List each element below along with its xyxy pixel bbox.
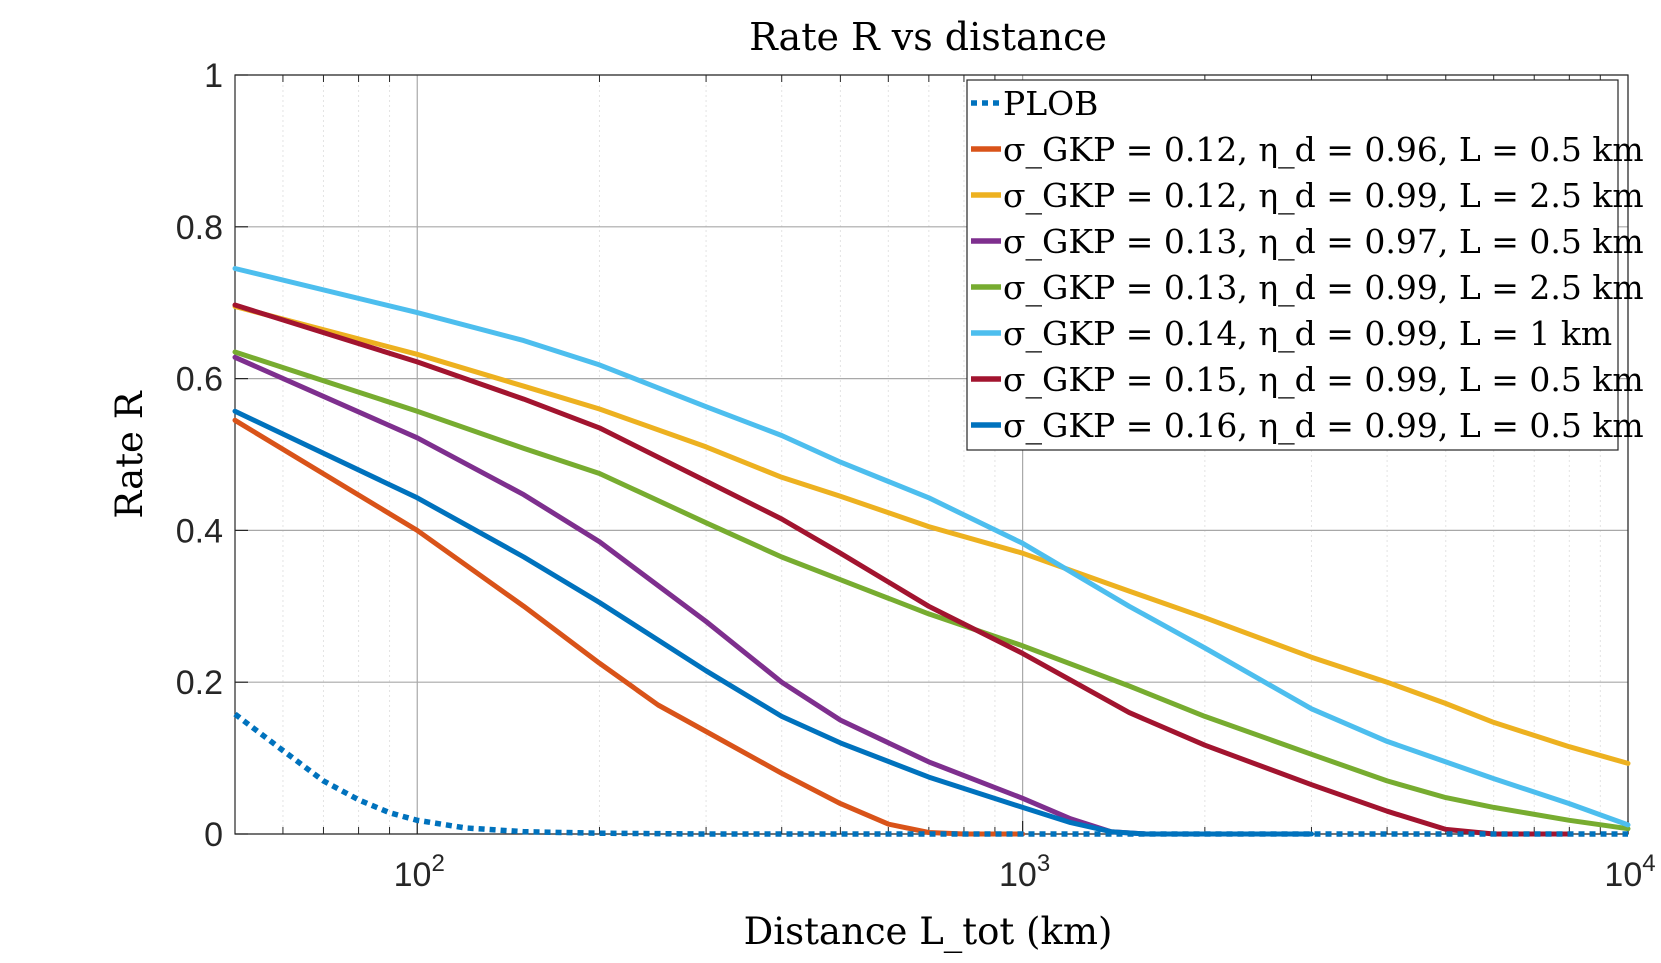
series-line-3 <box>232 354 1149 837</box>
series-line-6 <box>232 302 1572 837</box>
y-tick-label: 0.4 <box>176 512 223 550</box>
legend-label-7: σ_GKP = 0.16, η_d = 0.99, L = 0.5 km <box>1003 406 1644 446</box>
legend-label-5: σ_GKP = 0.14, η_d = 0.99, L = 1 km <box>1003 314 1612 354</box>
y-tick-label: 0.6 <box>176 361 223 399</box>
y-tick-label: 0.2 <box>176 664 223 702</box>
legend-label-6: σ_GKP = 0.15, η_d = 0.99, L = 0.5 km <box>1003 360 1644 400</box>
x-tick-label: 103 <box>999 850 1050 894</box>
x-tick-label: 102 <box>394 850 445 894</box>
y-tick-label: 0 <box>204 816 223 854</box>
legend-label-1: σ_GKP = 0.12, η_d = 0.96, L = 0.5 km <box>1003 130 1644 170</box>
legend-box <box>966 79 1619 451</box>
legend-label-3: σ_GKP = 0.13, η_d = 0.97, L = 0.5 km <box>1003 222 1644 262</box>
series-line-0 <box>233 711 1628 837</box>
series-line-2 <box>232 304 1631 766</box>
chart-title: Rate R vs distance <box>749 15 1107 59</box>
y-tick-label: 0.8 <box>176 209 223 247</box>
series-line-4 <box>232 349 1631 832</box>
x-tick-label: 104 <box>1604 850 1655 894</box>
series-line-1 <box>232 417 1026 837</box>
series-line-5 <box>232 266 1631 828</box>
x-axis-label: Distance L_tot (km) <box>744 910 1113 954</box>
legend-label-2: σ_GKP = 0.12, η_d = 0.99, L = 2.5 km <box>1003 176 1644 216</box>
y-axis-label: Rate R <box>108 390 151 518</box>
tick-labels: 0 0.2 0.4 0.6 0.8 1 102 103 104 <box>176 57 1656 894</box>
legend: PLOB σ_GKP = 0.12, η_d = 0.96, L = 0.5 km… <box>966 79 1644 451</box>
series-layer <box>232 266 1631 837</box>
y-tick-label: 1 <box>204 57 223 95</box>
legend-label-0: PLOB <box>1003 84 1098 123</box>
legend-label-4: σ_GKP = 0.13, η_d = 0.99, L = 2.5 km <box>1003 268 1644 308</box>
